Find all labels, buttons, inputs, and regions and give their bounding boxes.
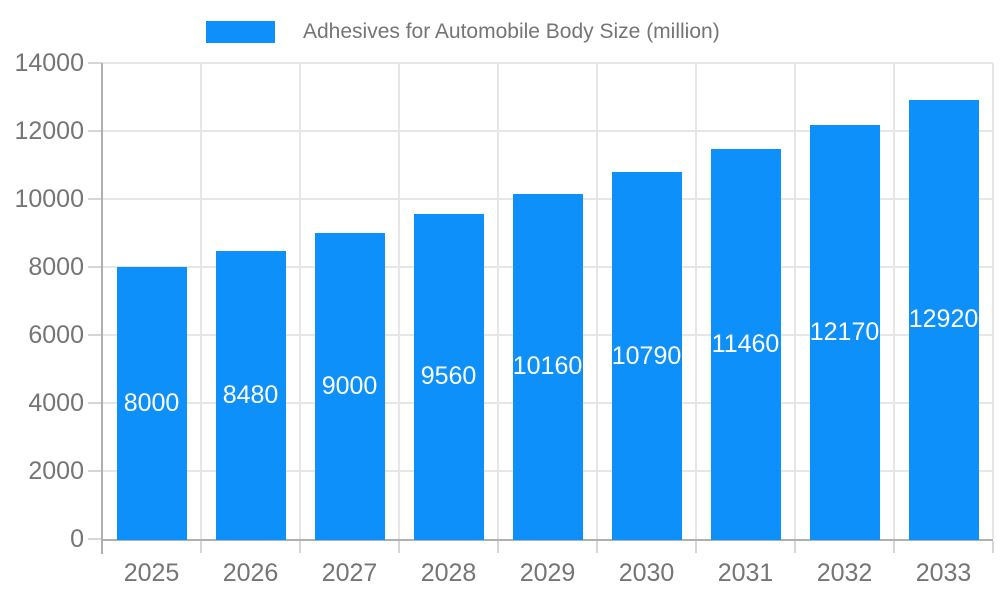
y-tick xyxy=(88,130,102,132)
x-axis-label: 2033 xyxy=(915,559,972,587)
y-axis-label: 8000 xyxy=(28,253,84,281)
gridline-vertical xyxy=(992,63,994,539)
y-axis-label: 4000 xyxy=(28,389,84,417)
bar-value-label: 8000 xyxy=(123,389,180,417)
bar-2028: 9560 xyxy=(413,213,484,540)
gridline-horizontal xyxy=(102,130,993,132)
y-tick xyxy=(88,538,102,540)
gridline-vertical xyxy=(596,63,598,539)
bar-2033: 12920 xyxy=(908,99,979,540)
x-axis-label: 2031 xyxy=(717,559,774,587)
x-tick xyxy=(794,541,796,553)
bar-value-label: 9560 xyxy=(420,362,477,391)
bar-2032: 12170 xyxy=(809,125,880,540)
x-axis-label: 2026 xyxy=(222,559,279,587)
legend-swatch xyxy=(206,21,275,43)
x-axis-label: 2029 xyxy=(519,559,576,587)
y-axis-label: 14000 xyxy=(14,49,84,77)
y-tick xyxy=(88,198,102,200)
x-tick xyxy=(596,541,598,553)
y-axis-label: 10000 xyxy=(14,185,84,213)
gridline-vertical xyxy=(794,63,796,539)
x-axis-label: 2027 xyxy=(321,559,378,587)
bar-2030: 10790 xyxy=(611,172,682,540)
y-axis-label: 12000 xyxy=(14,117,84,145)
x-tick xyxy=(299,541,301,553)
gridline-vertical xyxy=(497,63,499,539)
bar-value-label: 12170 xyxy=(809,318,880,347)
x-tick xyxy=(200,541,202,553)
bar-value-label: 9000 xyxy=(321,372,378,400)
x-tick xyxy=(695,541,697,553)
gridline-vertical xyxy=(299,63,301,539)
bar-value-label: 10160 xyxy=(512,352,583,381)
x-tick xyxy=(992,541,994,553)
bar-2027: 9000 xyxy=(314,233,385,540)
bar-2031: 11460 xyxy=(710,149,781,540)
y-tick xyxy=(88,62,102,64)
y-axis-line xyxy=(101,63,103,554)
x-axis-label: 2025 xyxy=(123,559,180,587)
y-tick xyxy=(88,334,102,336)
bar-2026: 8480 xyxy=(215,250,286,540)
bar-2029: 10160 xyxy=(512,193,583,540)
bar-value-label: 11460 xyxy=(711,330,780,359)
y-tick xyxy=(88,402,102,404)
x-tick xyxy=(893,541,895,553)
bar-value-label: 12920 xyxy=(908,305,979,334)
x-axis-label: 2028 xyxy=(420,559,477,587)
y-axis-label: 6000 xyxy=(28,321,84,349)
x-axis-line xyxy=(102,539,993,541)
x-axis-label: 2030 xyxy=(618,559,675,587)
gridline-vertical xyxy=(695,63,697,539)
x-axis-label: 2032 xyxy=(816,559,873,587)
bar-value-label: 10790 xyxy=(611,341,682,370)
y-tick xyxy=(88,266,102,268)
x-tick xyxy=(497,541,499,553)
legend-label: Adhesives for Automobile Body Size (mill… xyxy=(303,20,720,43)
gridline-horizontal xyxy=(102,62,993,64)
y-tick xyxy=(88,470,102,472)
legend: Adhesives for Automobile Body Size (mill… xyxy=(0,0,1000,50)
y-axis-label: 2000 xyxy=(28,457,84,485)
y-axis-label: 0 xyxy=(70,525,84,553)
bar-2025: 8000 xyxy=(116,267,187,540)
gridline-vertical xyxy=(200,63,202,539)
gridline-vertical xyxy=(893,63,895,539)
gridline-vertical xyxy=(398,63,400,539)
bar-value-label: 8480 xyxy=(222,380,279,409)
x-tick xyxy=(398,541,400,553)
